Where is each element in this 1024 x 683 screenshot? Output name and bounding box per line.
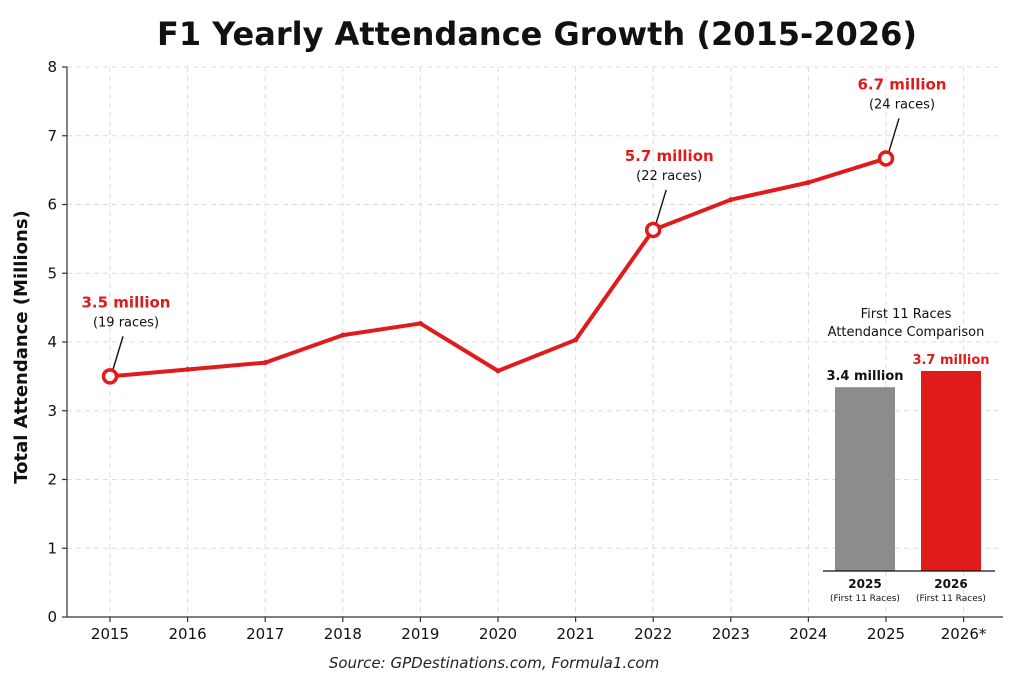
x-tick-label: 2018 bbox=[324, 625, 362, 643]
y-tick-label: 8 bbox=[47, 58, 57, 76]
x-tick-label: 2019 bbox=[401, 625, 439, 643]
y-tick-label: 5 bbox=[47, 264, 57, 282]
x-tick-label: 2016 bbox=[169, 625, 207, 643]
data-point bbox=[728, 197, 734, 203]
y-tick-label: 6 bbox=[47, 196, 57, 214]
y-tick-label: 0 bbox=[47, 608, 57, 626]
annotation-value: 3.5 million bbox=[82, 293, 171, 311]
x-tick-label: 2026* bbox=[941, 625, 987, 643]
axis-layer: 0 1 2 3 4 5 6 7 8 2015 2016 2017 2018 2019 2020 2021 202… bbox=[47, 58, 1003, 643]
y-axis-label: Total Attendance (Millions) bbox=[11, 210, 32, 484]
data-point bbox=[805, 180, 811, 185]
data-point bbox=[185, 367, 191, 372]
annotation-layer: 3.5 million (19 races) 5.7 million (22 race… bbox=[82, 75, 947, 385]
data-point bbox=[573, 337, 579, 343]
inset-category: 2025 bbox=[848, 577, 881, 591]
data-point bbox=[340, 332, 346, 338]
annotation-leader bbox=[888, 118, 900, 152]
annotation-races: (19 races) bbox=[93, 315, 159, 330]
annotation-races: (24 races) bbox=[869, 97, 935, 112]
highlight-point bbox=[101, 368, 119, 385]
x-tick-label: 2023 bbox=[712, 625, 750, 643]
chart-title: F1 Yearly Attendance Growth (2015-2026) bbox=[157, 15, 917, 53]
y-tick-label: 2 bbox=[47, 471, 57, 489]
inset-category-sub: (First 11 Races) bbox=[916, 594, 986, 604]
inset-bar-value: 3.4 million bbox=[826, 369, 903, 384]
inset-bar-chart: First 11 Races Attendance Comparison 3.4… bbox=[823, 307, 995, 604]
y-tick-label: 1 bbox=[47, 539, 57, 557]
annotation-leader bbox=[112, 336, 124, 370]
inset-bar-value: 3.7 million bbox=[912, 353, 989, 368]
annotation-races: (22 races) bbox=[636, 169, 702, 184]
x-tick-label: 2020 bbox=[479, 625, 517, 643]
x-tick-label: 2017 bbox=[246, 625, 284, 643]
annotation-value: 6.7 million bbox=[858, 75, 947, 93]
y-tick-label: 4 bbox=[47, 333, 57, 351]
annotation-leader bbox=[655, 189, 667, 224]
source-note: Source: GPDestinations.com, Formula1.com bbox=[329, 654, 659, 672]
inset-category: 2026 bbox=[934, 577, 967, 591]
data-point bbox=[417, 320, 423, 326]
y-tick-label: 7 bbox=[47, 127, 57, 145]
annotation-value: 5.7 million bbox=[625, 147, 714, 165]
y-tick-label: 3 bbox=[47, 402, 57, 420]
data-point bbox=[495, 368, 501, 374]
grid-layer bbox=[67, 66, 1003, 617]
inset-category-sub: (First 11 Races) bbox=[830, 594, 900, 604]
data-point bbox=[262, 360, 268, 366]
x-tick-label: 2021 bbox=[557, 625, 595, 643]
highlight-point bbox=[877, 150, 895, 167]
inset-title-line2: Attendance Comparison bbox=[828, 325, 985, 340]
inset-bar bbox=[835, 387, 895, 571]
x-tick-label: 2025 bbox=[867, 625, 905, 643]
x-tick-label: 2022 bbox=[634, 625, 672, 643]
x-tick-label: 2015 bbox=[91, 625, 129, 643]
inset-title-line1: First 11 Races bbox=[861, 307, 952, 322]
highlight-point bbox=[644, 221, 662, 239]
x-tick-label: 2024 bbox=[789, 625, 827, 643]
inset-bar bbox=[921, 371, 981, 571]
